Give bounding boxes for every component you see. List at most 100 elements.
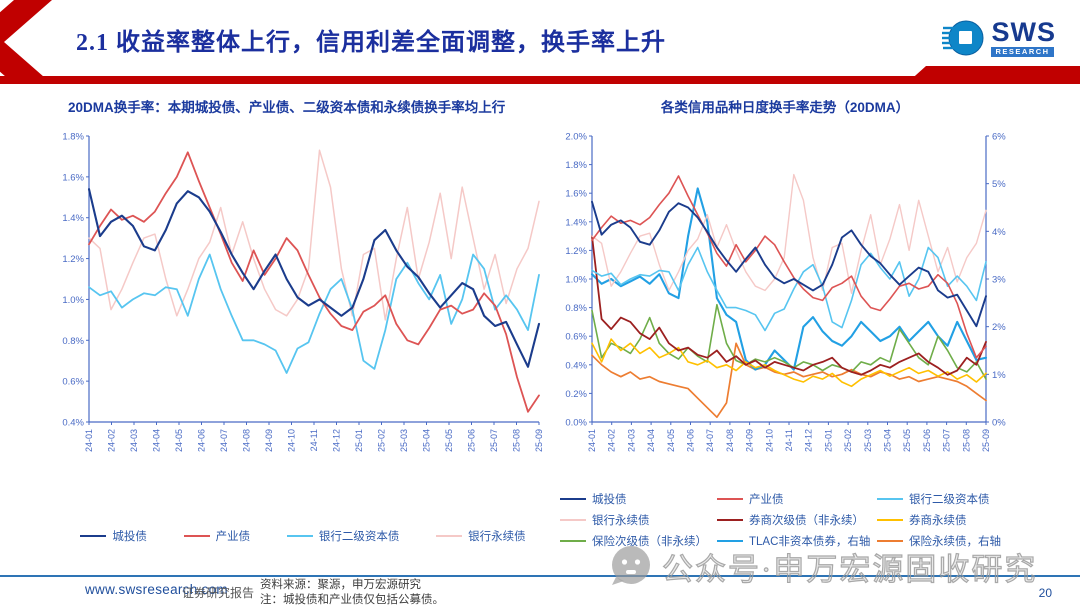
- wechat-account-icon: [612, 546, 650, 585]
- legend-item: 券商永续债: [877, 512, 1020, 528]
- svg-text:25-07: 25-07: [942, 429, 952, 452]
- svg-text:1.6%: 1.6%: [565, 189, 587, 200]
- svg-text:25-04: 25-04: [422, 429, 432, 452]
- legend-item: 保险永续债，右轴: [877, 533, 1020, 549]
- footer-source: 资料来源：聚源，申万宏源研究: [260, 579, 421, 591]
- svg-text:24-10: 24-10: [287, 429, 297, 452]
- svg-text:24-12: 24-12: [332, 429, 342, 452]
- left-chart-legend: 城投债 产业债 银行二级资本债 银行永续债: [62, 528, 544, 544]
- svg-text:24-07: 24-07: [705, 429, 715, 452]
- legend-item: 银行二级资本债: [877, 491, 1020, 507]
- svg-text:24-11: 24-11: [309, 429, 319, 451]
- svg-text:24-09: 24-09: [264, 429, 274, 452]
- svg-text:1.6%: 1.6%: [62, 172, 84, 183]
- svg-text:24-08: 24-08: [725, 429, 735, 452]
- svg-text:0.8%: 0.8%: [565, 303, 587, 314]
- svg-text:0.4%: 0.4%: [565, 360, 587, 371]
- footer-divider: [0, 575, 1080, 577]
- right-chart-title: 各类信用品种日度换手率走势（20DMA）: [660, 100, 910, 115]
- svg-text:24-05: 24-05: [174, 429, 184, 452]
- legend-item: 券商次级债（非永续）: [717, 512, 877, 528]
- svg-text:3%: 3%: [992, 275, 1006, 286]
- legend-swatch: [717, 497, 743, 501]
- watermark-text: 公众号·申万宏源固收研究: [661, 551, 1038, 587]
- footer-website: www.swsresearch.com: [85, 582, 228, 597]
- right-chart: 2.0% 1.8% 1.6% 1.4% 1.2% 1.0% 0.8% 0.6% 0.4% 0.2%…: [565, 132, 1006, 453]
- sws-globe-icon: [942, 20, 984, 56]
- svg-text:24-03: 24-03: [129, 429, 139, 452]
- svg-text:1.4%: 1.4%: [565, 217, 587, 228]
- footer-report-label: 证券研究报告: [182, 586, 255, 600]
- legend-swatch: [560, 518, 586, 522]
- legend-label: 银行二级资本债: [909, 494, 990, 506]
- svg-text:25-06: 25-06: [467, 429, 477, 452]
- legend-item: 银行永续债: [436, 528, 526, 544]
- legend-swatch: [877, 497, 903, 501]
- legend-swatch: [286, 534, 313, 538]
- legend-label: 券商永续债: [909, 515, 967, 527]
- svg-text:25-01: 25-01: [354, 429, 364, 452]
- svg-text:0.8%: 0.8%: [62, 336, 84, 347]
- svg-text:6%: 6%: [992, 132, 1006, 143]
- left-chart-title: 20DMA换手率：本期城投债、产业债、二级资本债和永续债换手率均上行: [68, 100, 506, 115]
- legend-label: 券商次级债（非永续）: [749, 515, 864, 527]
- svg-text:25-02: 25-02: [377, 429, 387, 452]
- legend-item: 城投债: [560, 491, 717, 507]
- svg-text:25-04: 25-04: [883, 429, 893, 452]
- svg-text:25-09: 25-09: [981, 429, 991, 452]
- header-red-bar-right: [906, 66, 1080, 84]
- footer-note: 注：城投债和产业债仅包括公募债。: [260, 593, 444, 606]
- right-chart-legend: 城投债 产业债 银行二级资本债 银行永续债 券商次级债（非永续） 券商永续债 保险次级债（非…: [560, 491, 1020, 549]
- chevron-left-icon: [0, 0, 52, 84]
- svg-text:24-03: 24-03: [626, 429, 636, 452]
- svg-text:24-01: 24-01: [84, 429, 94, 452]
- header-red-decoration: [0, 0, 1080, 84]
- svg-text:25-01: 25-01: [823, 429, 833, 452]
- svg-text:25-09: 25-09: [534, 429, 544, 452]
- svg-text:0.4%: 0.4%: [62, 418, 84, 429]
- svg-text:1.0%: 1.0%: [565, 275, 587, 286]
- page-title: 2.1 收益率整体上行，信用利差全面调整，换手率上升: [76, 30, 666, 56]
- legend-swatch: [436, 534, 463, 538]
- svg-text:25-06: 25-06: [922, 429, 932, 452]
- svg-text:24-08: 24-08: [242, 429, 252, 452]
- logo-sws-label: SWS: [991, 17, 1056, 48]
- svg-text:24-06: 24-06: [197, 429, 207, 452]
- legend-label: 产业债: [215, 531, 251, 543]
- svg-text:0.6%: 0.6%: [62, 377, 84, 388]
- svg-text:1.2%: 1.2%: [565, 246, 587, 257]
- svg-text:24-02: 24-02: [107, 429, 117, 452]
- legend-label: 城投债: [592, 494, 627, 506]
- left-chart: 1.8% 1.6% 1.4% 1.2% 1.0% 0.8% 0.6% 0.4%24-01 24-…: [62, 132, 544, 453]
- legend-item: 产业债: [183, 528, 251, 544]
- svg-text:2%: 2%: [992, 322, 1006, 333]
- svg-text:5%: 5%: [992, 179, 1006, 190]
- svg-text:1.8%: 1.8%: [62, 132, 84, 143]
- legend-swatch: [560, 497, 586, 501]
- svg-text:1.0%: 1.0%: [62, 295, 84, 306]
- legend-swatch: [183, 534, 210, 538]
- svg-text:2.0%: 2.0%: [565, 132, 587, 143]
- svg-text:25-03: 25-03: [863, 429, 873, 452]
- legend-label: 城投债: [112, 531, 147, 543]
- svg-text:1.4%: 1.4%: [62, 213, 84, 224]
- svg-text:1.2%: 1.2%: [62, 254, 84, 265]
- legend-swatch: [877, 518, 903, 522]
- svg-text:24-05: 24-05: [666, 429, 676, 452]
- svg-text:24-09: 24-09: [745, 429, 755, 452]
- watermark: 公众号·申万宏源固收研究: [608, 543, 1037, 589]
- sws-logo: SWS RESEARCH: [942, 16, 1056, 60]
- svg-text:24-12: 24-12: [804, 429, 814, 452]
- legend-item: 城投债: [80, 528, 147, 544]
- legend-label: 银行永续债: [468, 531, 526, 543]
- svg-text:24-04: 24-04: [152, 429, 162, 452]
- legend-swatch: [717, 518, 743, 522]
- svg-text:24-01: 24-01: [587, 429, 597, 452]
- legend-label: TLAC非资本债券，右轴: [749, 536, 871, 548]
- legend-swatch: [560, 539, 586, 543]
- footer-source-note: 资料来源：聚源，申万宏源研究 注：城投债和产业债仅包括公募债。: [260, 578, 444, 607]
- svg-text:24-07: 24-07: [219, 429, 229, 452]
- svg-text:24-06: 24-06: [686, 429, 696, 452]
- page-number: 20: [1038, 586, 1052, 600]
- svg-text:25-05: 25-05: [444, 429, 454, 452]
